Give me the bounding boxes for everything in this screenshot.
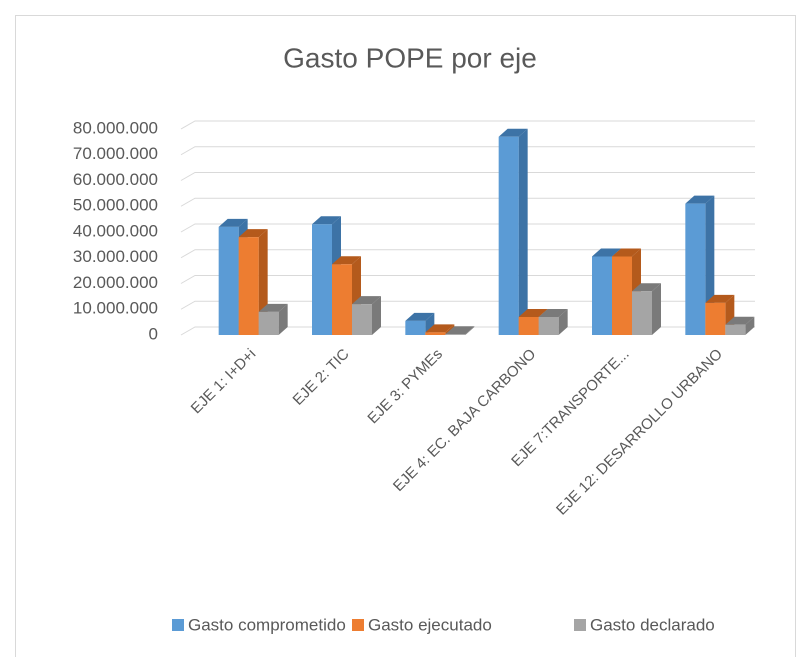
bar (238, 229, 268, 335)
y-tick-label: 60.000.000 (73, 170, 158, 189)
bar-face (405, 320, 426, 335)
bar-face (405, 312, 435, 321)
legend-label: Gasto ejecutado (368, 615, 492, 634)
grid-line (180, 300, 755, 310)
bar-face (332, 256, 361, 265)
legend-swatch (574, 619, 586, 631)
grid-line (180, 120, 755, 130)
y-tick-label: 70.000.000 (73, 144, 158, 163)
bar-face (518, 316, 539, 335)
bar-face (705, 302, 726, 335)
y-tick-label: 30.000.000 (73, 247, 158, 266)
bar-face (518, 128, 528, 335)
grid-line (180, 223, 755, 233)
bar-face (592, 256, 612, 335)
bar (705, 294, 735, 335)
bar-face (725, 324, 746, 335)
y-tick-label: 20.000.000 (73, 273, 158, 292)
bar-face (592, 248, 621, 257)
bar-face (518, 308, 548, 317)
bar-face (632, 283, 661, 292)
bar-face (258, 303, 288, 312)
bar-face (332, 264, 352, 335)
bar-face (612, 248, 641, 257)
bar-face (705, 294, 735, 303)
bar (685, 195, 715, 335)
x-tick-label: EJE 3: PYMEs (364, 346, 446, 428)
bar-face (278, 303, 288, 335)
bar-face (685, 195, 715, 204)
bar-face (425, 324, 455, 333)
bar-face (352, 304, 372, 335)
x-tick-label: EJE 2: TIC (290, 345, 353, 408)
grid-line (180, 275, 755, 284)
bar-face (445, 334, 466, 335)
bar-face (372, 296, 381, 335)
bar-face (538, 308, 568, 317)
bar (498, 128, 528, 335)
x-tick-label: EJE 1: I+D+i (188, 346, 260, 418)
bar-face (238, 237, 259, 335)
bar (405, 312, 435, 335)
bar-face (425, 312, 435, 335)
bar-face (425, 332, 446, 335)
grid-line (180, 197, 755, 207)
bar-face (352, 296, 381, 305)
bar-face (612, 256, 632, 335)
legend-label: Gasto comprometido (188, 615, 346, 634)
x-tick-label: EJE 12: DESARROLLO URBANO (553, 346, 726, 519)
grid-line (180, 326, 755, 336)
bar-face (685, 203, 706, 335)
y-tick-label: 10.000.000 (73, 299, 158, 318)
bar-face (312, 224, 332, 335)
y-tick-label: 80.000.000 (73, 118, 158, 137)
bar-face (498, 136, 519, 335)
bar-face (745, 316, 755, 335)
grid-line (180, 249, 755, 259)
chart-border (15, 15, 796, 657)
bar-face (218, 226, 239, 335)
legend-swatch (352, 619, 364, 631)
bar (352, 296, 381, 335)
bar-face (725, 316, 755, 325)
bar-face (465, 326, 475, 335)
bar (725, 316, 755, 335)
legend-swatch (172, 619, 184, 631)
bar-face (538, 316, 559, 335)
y-tick-label: 0 (149, 324, 158, 343)
bar-face (258, 311, 279, 335)
bar (632, 283, 661, 335)
bar-face (218, 218, 248, 227)
grid-line (180, 146, 755, 156)
chart-title: Gasto POPE por eje (283, 42, 537, 73)
bar (258, 303, 288, 335)
bar-face (238, 229, 268, 238)
bar-face (498, 128, 528, 137)
y-tick-label: 50.000.000 (73, 196, 158, 215)
bar-face (312, 216, 341, 225)
bar-face (632, 291, 652, 335)
bar-face (558, 308, 568, 335)
grid-line (180, 172, 755, 181)
bar (445, 326, 475, 335)
bar (538, 308, 568, 335)
bar-face (652, 283, 661, 335)
y-tick-label: 40.000.000 (73, 221, 158, 240)
bar-face (445, 326, 475, 335)
legend-label: Gasto declarado (590, 615, 715, 634)
